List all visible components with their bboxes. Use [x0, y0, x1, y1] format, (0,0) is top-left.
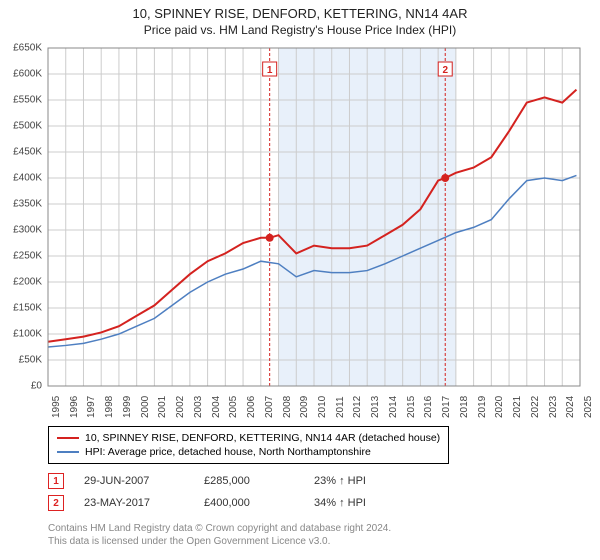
- x-tick-label: 2012: [352, 396, 363, 418]
- x-tick-label: 2002: [175, 396, 186, 418]
- sale-date: 23-MAY-2017: [84, 497, 184, 509]
- sale-delta: 34% ↑ HPI: [314, 497, 366, 509]
- x-tick-label: 2010: [317, 396, 328, 418]
- x-tick-label: 2018: [459, 396, 470, 418]
- x-tick-label: 2014: [388, 396, 399, 418]
- sale-date: 29-JUN-2007: [84, 475, 184, 487]
- legend-label: 10, SPINNEY RISE, DENFORD, KETTERING, NN…: [85, 432, 440, 444]
- sales-table: 1 29-JUN-2007 £285,000 23% ↑ HPI 2 23-MAY-201…: [48, 470, 366, 514]
- sale-marker: 2: [48, 495, 64, 511]
- y-tick-label: £450K: [2, 147, 42, 158]
- x-tick-label: 2008: [282, 396, 293, 418]
- y-tick-label: £650K: [2, 43, 42, 54]
- footer-attribution: Contains HM Land Registry data © Crown c…: [48, 522, 391, 548]
- y-tick-label: £350K: [2, 199, 42, 210]
- x-tick-label: 2009: [299, 396, 310, 418]
- x-tick-label: 1999: [122, 396, 133, 418]
- legend-swatch: [57, 437, 79, 439]
- x-tick-label: 2005: [228, 396, 239, 418]
- y-tick-label: £250K: [2, 251, 42, 262]
- chart-legend: 10, SPINNEY RISE, DENFORD, KETTERING, NN…: [48, 426, 449, 464]
- x-tick-label: 2000: [140, 396, 151, 418]
- y-tick-label: £300K: [2, 225, 42, 236]
- x-tick-label: 2024: [565, 396, 576, 418]
- svg-text:2: 2: [442, 65, 448, 76]
- legend-row: HPI: Average price, detached house, Nort…: [57, 445, 440, 459]
- x-tick-label: 2006: [246, 396, 257, 418]
- x-tick-label: 2016: [423, 396, 434, 418]
- x-tick-label: 2004: [211, 396, 222, 418]
- y-tick-label: £200K: [2, 277, 42, 288]
- y-tick-label: £550K: [2, 95, 42, 106]
- x-tick-label: 2001: [157, 396, 168, 418]
- sale-row: 1 29-JUN-2007 £285,000 23% ↑ HPI: [48, 470, 366, 492]
- sale-price: £285,000: [204, 475, 294, 487]
- x-tick-label: 2007: [264, 396, 275, 418]
- x-tick-label: 2013: [370, 396, 381, 418]
- x-tick-label: 1996: [69, 396, 80, 418]
- sale-delta: 23% ↑ HPI: [314, 475, 366, 487]
- x-tick-label: 1995: [51, 396, 62, 418]
- x-tick-label: 2022: [530, 396, 541, 418]
- x-tick-label: 2020: [494, 396, 505, 418]
- y-tick-label: £400K: [2, 173, 42, 184]
- x-tick-label: 1997: [86, 396, 97, 418]
- x-tick-label: 2019: [477, 396, 488, 418]
- svg-text:1: 1: [267, 65, 273, 76]
- sale-row: 2 23-MAY-2017 £400,000 34% ↑ HPI: [48, 492, 366, 514]
- x-tick-label: 2025: [583, 396, 594, 418]
- x-tick-label: 2015: [406, 396, 417, 418]
- x-tick-label: 2023: [548, 396, 559, 418]
- x-tick-label: 2003: [193, 396, 204, 418]
- sale-marker: 1: [48, 473, 64, 489]
- legend-swatch: [57, 451, 79, 453]
- y-tick-label: £600K: [2, 69, 42, 80]
- y-tick-label: £50K: [2, 355, 42, 366]
- x-tick-label: 1998: [104, 396, 115, 418]
- footer-line-2: This data is licensed under the Open Gov…: [48, 535, 391, 548]
- y-tick-label: £500K: [2, 121, 42, 132]
- x-tick-label: 2021: [512, 396, 523, 418]
- y-tick-label: £100K: [2, 329, 42, 340]
- price-chart: 12: [0, 0, 600, 388]
- legend-row: 10, SPINNEY RISE, DENFORD, KETTERING, NN…: [57, 431, 440, 445]
- x-tick-label: 2017: [441, 396, 452, 418]
- y-tick-label: £0: [2, 381, 42, 392]
- footer-line-1: Contains HM Land Registry data © Crown c…: [48, 522, 391, 535]
- y-tick-label: £150K: [2, 303, 42, 314]
- sale-price: £400,000: [204, 497, 294, 509]
- x-tick-label: 2011: [335, 396, 346, 418]
- legend-label: HPI: Average price, detached house, Nort…: [85, 446, 371, 458]
